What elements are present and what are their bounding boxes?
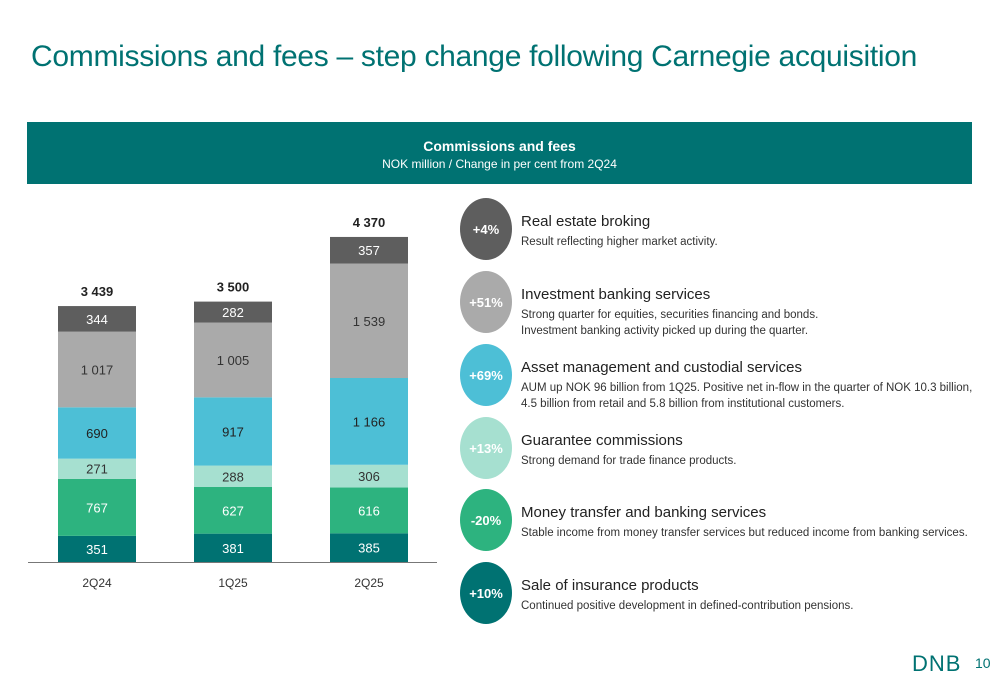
- item-title: Guarantee commissions: [521, 432, 683, 449]
- item-desc-line: Investment banking activity picked up du…: [521, 325, 809, 337]
- bar-value-label: 1 166: [353, 414, 386, 429]
- bar-segment: [194, 465, 272, 488]
- list-item: +4% Real estate broking Result reflectin…: [460, 198, 980, 262]
- item-title: Asset management and custodial services: [521, 359, 802, 376]
- bar-value-label: 616: [358, 503, 380, 518]
- item-desc-line: Continued positive development in define…: [521, 600, 854, 612]
- list-item: +10% Sale of insurance products Continue…: [460, 562, 980, 626]
- bar-segment: [330, 464, 408, 488]
- bar-value-label: 1 005: [217, 353, 250, 368]
- item-desc-line: 4.5 billion from retail and 5.8 billion …: [521, 398, 845, 410]
- page-number: 10: [975, 655, 991, 671]
- bar-segment: [58, 331, 136, 408]
- bar-value-label: 306: [358, 469, 380, 484]
- bar-value-label: 344: [86, 312, 108, 327]
- bar-segment: [58, 306, 136, 332]
- change-badge: +69%: [460, 344, 512, 406]
- bar-segment: [58, 478, 136, 536]
- item-description: Stable income from money transfer servic…: [521, 525, 968, 541]
- item-description: Result reflecting higher market activity…: [521, 234, 718, 250]
- item-desc-line: Stable income from money transfer servic…: [521, 527, 968, 539]
- bar-segment: [194, 397, 272, 466]
- bar-value-label: 767: [86, 500, 108, 515]
- x-tick-label: 1Q25: [218, 576, 248, 590]
- stacked-bar-chart: 351 767 271 690 1 017 344 3 439 2Q24 381 627 288 91…: [28, 215, 437, 590]
- chart-header-subtitle: NOK million / Change in per cent from 2Q…: [382, 157, 617, 171]
- list-item: -20% Money transfer and banking services…: [460, 489, 980, 553]
- bar-segment: [330, 236, 408, 264]
- bar-segment: [58, 535, 136, 562]
- change-badge: -20%: [460, 489, 512, 551]
- item-title: Investment banking services: [521, 286, 711, 303]
- bar-segment: [194, 533, 272, 562]
- bar-segment: [194, 487, 272, 534]
- item-description: Strong quarter for equities, securities …: [521, 307, 818, 339]
- item-title: Real estate broking: [521, 213, 651, 230]
- bar-total-label: 3 500: [217, 280, 250, 295]
- bar-segment: [194, 322, 272, 398]
- bar-value-label: 627: [222, 503, 244, 518]
- list-item: +51% Investment banking services Strong …: [460, 271, 980, 337]
- bar-value-label: 1 017: [81, 362, 114, 377]
- bar-value-label: 288: [222, 469, 244, 484]
- item-desc-line: AUM up NOK 96 billion from 1Q25. Positiv…: [521, 382, 973, 394]
- item-title: Sale of insurance products: [521, 577, 699, 594]
- item-title: Money transfer and banking services: [521, 504, 767, 521]
- bar-value-label: 385: [358, 541, 380, 556]
- bar-value-label: 917: [222, 424, 244, 439]
- change-badge: +13%: [460, 417, 512, 479]
- chart-header-title: Commissions and fees: [423, 138, 576, 154]
- item-description: AUM up NOK 96 billion from 1Q25. Positiv…: [521, 380, 972, 412]
- item-description: Strong demand for trade finance products…: [521, 453, 736, 469]
- list-item: +13% Guarantee commissions Strong demand…: [460, 417, 980, 481]
- page-title: Commissions and fees – step change follo…: [31, 40, 918, 73]
- bar-value-label: 357: [358, 243, 380, 258]
- item-description: Continued positive development in define…: [521, 598, 853, 614]
- item-desc-line: Result reflecting higher market activity…: [521, 236, 718, 248]
- bar-value-label: 282: [222, 305, 244, 320]
- bar-total-label: 3 439: [81, 284, 114, 299]
- list-item: +69% Asset management and custodial serv…: [460, 344, 980, 410]
- bar-value-label: 351: [86, 542, 108, 557]
- bar-segment: [330, 378, 408, 465]
- bar-value-label: 381: [222, 541, 244, 556]
- dnb-logo: DNB: [912, 651, 962, 676]
- bar-value-label: 271: [86, 462, 108, 477]
- bar-segment: [194, 301, 272, 323]
- bar-value-label: 1 539: [353, 314, 386, 329]
- change-badge: +51%: [460, 271, 512, 333]
- bar-total-label: 4 370: [353, 215, 386, 230]
- chart-header-band: Commissions and fees NOK million / Chang…: [27, 122, 972, 184]
- bar-segment: [58, 458, 136, 479]
- x-tick-label: 2Q24: [82, 576, 112, 590]
- change-badge: +4%: [460, 198, 512, 260]
- bar-segment: [330, 263, 408, 379]
- change-badge: +10%: [460, 562, 512, 624]
- bar-segment: [330, 487, 408, 534]
- bar-value-label: 690: [86, 426, 108, 441]
- bar-segment: [58, 407, 136, 459]
- item-desc-line: Strong quarter for equities, securities …: [521, 309, 819, 321]
- bar-segment: [330, 533, 408, 562]
- item-desc-line: Strong demand for trade finance products…: [521, 455, 737, 467]
- x-tick-label: 2Q25: [354, 576, 384, 590]
